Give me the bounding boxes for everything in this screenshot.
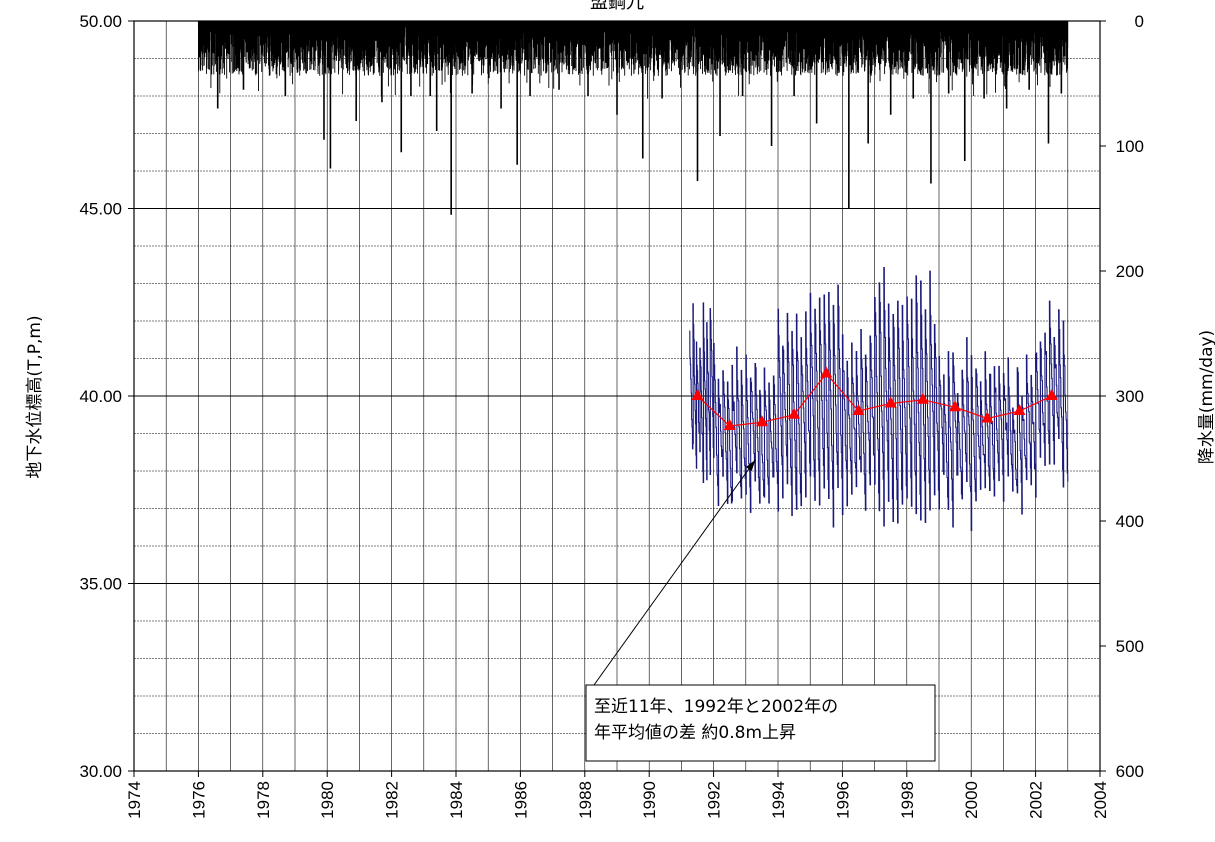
groundwater-series bbox=[689, 266, 1069, 532]
annual-mean-marker bbox=[820, 366, 833, 378]
y2-tick-label: 400 bbox=[1116, 512, 1144, 531]
y2-tick-label: 600 bbox=[1116, 762, 1144, 781]
rain-series bbox=[197, 21, 1069, 215]
x-tick-label: 1990 bbox=[640, 781, 659, 819]
y2-axis-title: 降水量(mm/day) bbox=[1197, 330, 1215, 464]
y-axis-title: 地下水位標高(T,P,m) bbox=[25, 315, 45, 478]
y-tick-label: 50.00 bbox=[79, 12, 122, 31]
annual-mean-marker bbox=[723, 419, 736, 430]
x-tick-label: 1982 bbox=[383, 781, 402, 819]
y2-tick-label: 300 bbox=[1116, 387, 1144, 406]
annual-mean-marker bbox=[691, 389, 704, 400]
y-tick-label: 45.00 bbox=[79, 200, 122, 219]
annual-mean-marker bbox=[852, 404, 865, 415]
tick-labels: 1974 1976 1978 1980 1982 1984 1986 1988 1990 1992… bbox=[79, 12, 1144, 819]
annotation-arrow bbox=[593, 459, 756, 686]
y2-tick-label: 0 bbox=[1135, 12, 1144, 31]
x-tick-label: 1974 bbox=[125, 781, 144, 819]
x-tick-label: 1976 bbox=[189, 781, 208, 819]
x-tick-label: 1996 bbox=[833, 781, 852, 819]
rain-bars bbox=[197, 21, 1069, 99]
x-tick-label: 2000 bbox=[962, 781, 981, 819]
x-tick-label: 1984 bbox=[447, 781, 466, 819]
y2-tick-label: 100 bbox=[1116, 137, 1144, 156]
x-tick-label: 1992 bbox=[705, 781, 724, 819]
annotation-box bbox=[585, 684, 936, 762]
annotation-arrowhead bbox=[745, 459, 756, 472]
annual-mean-line bbox=[697, 372, 1052, 427]
annual-mean-marker bbox=[788, 407, 801, 419]
groundwater-line bbox=[689, 266, 1069, 532]
annotation-text-line: 年平均値の差 約0.8m上昇 bbox=[594, 723, 796, 743]
annotation-text-line: 至近11年、1992年と2002年の bbox=[594, 697, 838, 717]
x-tick-label: 1994 bbox=[769, 781, 788, 819]
x-tick-label: 2004 bbox=[1091, 781, 1110, 819]
x-tick-label: 1988 bbox=[576, 781, 595, 819]
annual-mean-marker bbox=[916, 392, 929, 404]
chart-title: 盟鋼九 bbox=[590, 0, 644, 13]
annual-mean-marker bbox=[1045, 389, 1058, 400]
y-tick-label: 35.00 bbox=[79, 575, 122, 594]
x-tick-label: 1986 bbox=[511, 781, 530, 819]
x-tick-label: 1980 bbox=[318, 781, 337, 819]
annual-mean-marker bbox=[949, 400, 962, 412]
y2-tick-label: 500 bbox=[1116, 637, 1144, 656]
annual-mean-marker bbox=[755, 415, 768, 427]
y2-tick-label: 200 bbox=[1116, 262, 1144, 281]
annual-mean-marker bbox=[981, 411, 994, 423]
y-tick-label: 30.00 bbox=[79, 762, 122, 781]
y-tick-label: 40.00 bbox=[79, 387, 122, 406]
x-tick-label: 1978 bbox=[254, 781, 273, 819]
x-tick-label: 1998 bbox=[898, 781, 917, 819]
x-tick-label: 2002 bbox=[1027, 781, 1046, 819]
annual-mean-marker bbox=[884, 396, 897, 408]
annual-mean-marker bbox=[1013, 404, 1026, 415]
annual-mean-series bbox=[691, 366, 1058, 430]
